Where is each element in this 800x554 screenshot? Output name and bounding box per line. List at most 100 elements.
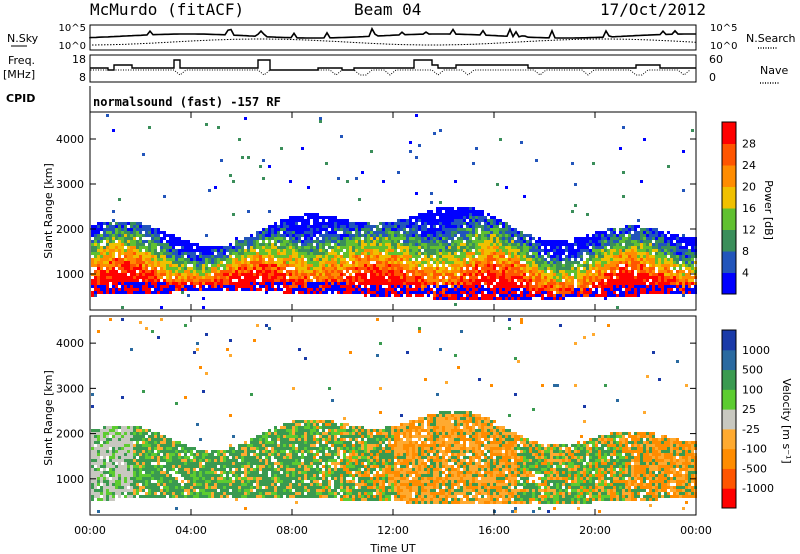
heatmap-cell — [238, 249, 241, 252]
heatmap-cell — [229, 285, 232, 288]
heatmap-cell — [313, 291, 316, 294]
heatmap-cell — [310, 282, 313, 285]
heatmap-cell — [472, 222, 475, 225]
heatmap-cell — [271, 276, 274, 279]
heatmap-cell — [358, 237, 361, 240]
heatmap-cell — [604, 264, 607, 267]
heatmap-cell — [103, 486, 106, 489]
heatmap-cell — [616, 264, 619, 267]
heatmap-cell — [505, 267, 508, 270]
heatmap-cell — [421, 288, 424, 291]
heatmap-cell — [289, 264, 292, 267]
heatmap-cell — [334, 279, 337, 282]
heatmap-cell — [430, 201, 433, 204]
heatmap-cell — [463, 258, 466, 261]
heatmap-cell — [634, 225, 637, 228]
heatmap-cell — [106, 240, 109, 243]
heatmap-cell — [445, 228, 448, 231]
heatmap-cell — [262, 264, 265, 267]
heatmap-cell — [685, 243, 688, 246]
heatmap-cell — [313, 228, 316, 231]
heatmap-cell — [619, 240, 622, 243]
heatmap-cell — [478, 222, 481, 225]
heatmap-cell — [319, 288, 322, 291]
heatmap-cell — [355, 228, 358, 231]
heatmap-cell — [625, 228, 628, 231]
heatmap-cell — [370, 285, 373, 288]
heatmap-cell — [298, 264, 301, 267]
heatmap-cell — [352, 246, 355, 249]
heatmap-cell — [112, 243, 115, 246]
heatmap-cell — [346, 264, 349, 267]
heatmap-cell — [142, 240, 145, 243]
heatmap-cell — [538, 261, 541, 264]
heatmap-cell — [571, 294, 574, 297]
heatmap-cell — [247, 210, 250, 213]
heatmap-cell — [382, 294, 385, 297]
heatmap-cell — [343, 237, 346, 240]
heatmap-cell — [220, 270, 223, 273]
heatmap-cell — [691, 264, 694, 267]
heatmap-cell — [436, 231, 439, 234]
heatmap-cell — [382, 240, 385, 243]
heatmap-cell — [94, 249, 97, 252]
heatmap-cell — [157, 459, 160, 462]
heatmap-cell — [637, 231, 640, 234]
heatmap-cell — [586, 279, 589, 282]
heatmap-cell — [529, 288, 532, 291]
heatmap-cell — [130, 243, 133, 246]
heatmap-cell — [250, 270, 253, 273]
heatmap-cell — [133, 279, 136, 282]
heatmap-cell — [271, 282, 274, 285]
heatmap-cell — [295, 222, 298, 225]
heatmap-cell — [388, 267, 391, 270]
heatmap-cell — [97, 468, 100, 471]
heatmap-cell — [244, 117, 247, 120]
heatmap-cell — [520, 264, 523, 267]
heatmap-cell — [181, 267, 184, 270]
heatmap-cell — [91, 447, 94, 450]
heatmap-cell — [424, 246, 427, 249]
heatmap-cell — [121, 486, 124, 489]
heatmap-cell — [667, 270, 670, 273]
heatmap-cell — [349, 279, 352, 282]
heatmap-cell — [358, 261, 361, 264]
heatmap-cell — [454, 291, 457, 294]
heatmap-cell — [685, 282, 688, 285]
heatmap-cell — [172, 255, 175, 258]
heatmap-cell — [514, 252, 517, 255]
heatmap-cell — [235, 264, 238, 267]
heatmap-cell — [130, 246, 133, 249]
heatmap-cell — [97, 279, 100, 282]
heatmap-cell — [472, 228, 475, 231]
heatmap-cell — [523, 288, 526, 291]
heatmap-cell — [460, 228, 463, 231]
heatmap-cell — [496, 240, 499, 243]
heatmap-cell — [418, 216, 421, 219]
heatmap-cell — [130, 255, 133, 258]
heatmap-cell — [631, 237, 634, 240]
heatmap-cell — [535, 240, 538, 243]
heatmap-cell — [451, 291, 454, 294]
date-title: 17/Oct/2012 — [600, 0, 706, 19]
heatmap-cell — [430, 267, 433, 270]
heatmap-cell — [535, 282, 538, 285]
heatmap-cell — [106, 432, 109, 435]
heatmap-cell — [277, 267, 280, 270]
heatmap-cell — [622, 228, 625, 231]
heatmap-cell — [496, 228, 499, 231]
heatmap-cell — [133, 222, 136, 225]
heatmap-cell — [376, 294, 379, 297]
heatmap-cell — [559, 249, 562, 252]
heatmap-cell — [478, 270, 481, 273]
heatmap-cell — [304, 234, 307, 237]
heatmap-cell — [463, 297, 466, 300]
heatmap-cell — [511, 249, 514, 252]
heatmap-cell — [568, 252, 571, 255]
heatmap-cell — [100, 252, 103, 255]
heatmap-cell — [154, 453, 157, 456]
heatmap-cell — [427, 234, 430, 237]
heatmap-cell — [622, 258, 625, 261]
heatmap-cell — [130, 468, 133, 471]
heatmap-cell — [124, 456, 127, 459]
